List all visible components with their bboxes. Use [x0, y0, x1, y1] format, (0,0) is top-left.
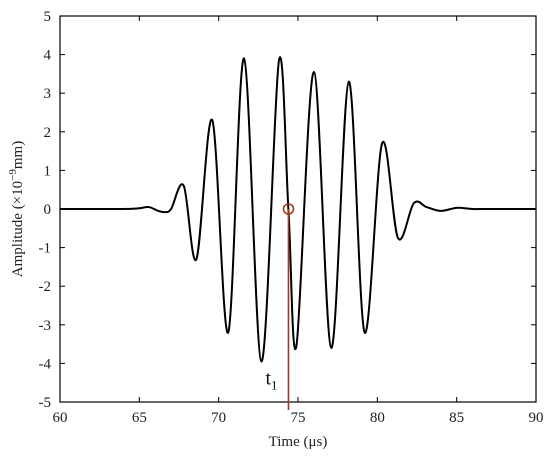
- t1-label: t1: [265, 368, 277, 393]
- annotation-group: t1: [265, 203, 295, 410]
- y-tick-label: 5: [44, 9, 52, 25]
- t1-label-subscript: 1: [271, 378, 278, 393]
- x-tick-label: 70: [211, 410, 226, 426]
- x-tick-label: 60: [53, 410, 68, 426]
- y-tick-label: 2: [44, 125, 52, 141]
- y-tick-label: 0: [44, 202, 52, 218]
- x-axis: 60 65 70 75 80 85 90: [53, 16, 544, 426]
- x-axis-label: Time (μs): [269, 434, 328, 450]
- x-tick-label: 65: [132, 410, 147, 426]
- x-tick-label: 75: [291, 410, 306, 426]
- x-tick-label: 90: [529, 410, 544, 426]
- y-tick-label: 4: [44, 48, 52, 64]
- y-tick-label: 1: [44, 163, 52, 179]
- y-tick-label: -3: [39, 318, 52, 334]
- y-axis-label-prefix: Amplitude (×10: [10, 181, 26, 277]
- y-tick-label: -4: [39, 356, 52, 372]
- y-tick-label: -5: [39, 395, 52, 411]
- t1-label-main: t: [265, 368, 271, 390]
- y-axis: -5 -4 -3 -2 -1 0 1 2 3 4 5: [39, 9, 536, 411]
- t1-marker-circle: [282, 203, 295, 215]
- plot-area: [59, 56, 536, 363]
- y-axis-label: Amplitude (×10−9mm): [7, 141, 26, 277]
- y-axis-label-exponent: −9: [7, 169, 19, 181]
- y-tick-label: -1: [39, 241, 52, 257]
- y-axis-label-suffix: mm): [10, 141, 26, 169]
- waveform-line: [59, 56, 536, 363]
- y-tick-label: -2: [39, 279, 52, 295]
- x-tick-label: 85: [449, 410, 464, 426]
- x-tick-label: 80: [370, 410, 385, 426]
- y-tick-label: 3: [44, 86, 52, 102]
